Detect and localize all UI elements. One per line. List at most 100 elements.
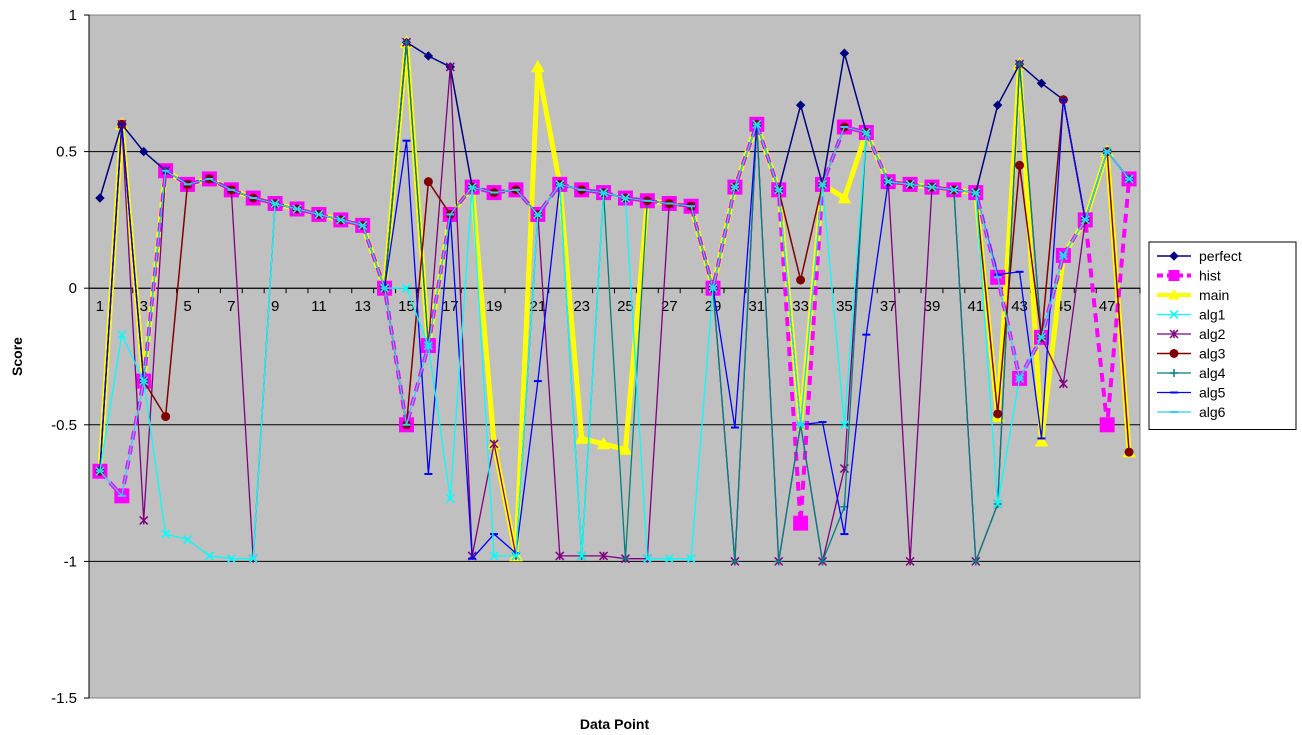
x-tick-label: 23 [573, 298, 590, 315]
data-point [993, 499, 1003, 509]
data-point [1034, 434, 1049, 447]
data-point [793, 515, 809, 531]
legend-label: alg2 [1199, 326, 1226, 342]
data-point [1124, 447, 1134, 457]
legend-label: alg1 [1199, 307, 1226, 323]
data-point [839, 420, 849, 430]
data-point [1058, 379, 1068, 389]
data-point [618, 442, 633, 455]
data-point [511, 551, 521, 561]
data-point [1168, 288, 1180, 300]
data-point [161, 412, 171, 422]
series-alg6 [95, 123, 1134, 497]
x-tick-label: 1 [96, 298, 104, 315]
data-point [992, 100, 1003, 110]
data-point [445, 62, 455, 72]
data-point [596, 436, 611, 450]
legend: perfect hist main alg1 alg2 alg3 alg4 alg5 alg6 [1148, 241, 1297, 430]
legend-label: alg4 [1199, 365, 1226, 381]
data-point [971, 557, 980, 566]
data-point [204, 551, 214, 561]
data-point [1169, 329, 1179, 339]
axis-layer: 10.50-0.5-1-1.51 3 5 7 9 11 13 15 17 19 21 23 25 27 29… [51, 7, 1141, 707]
data-point [139, 146, 149, 157]
data-point [1099, 417, 1115, 433]
data-point [531, 59, 545, 73]
x-tick-label: 33 [792, 298, 809, 315]
data-point [599, 551, 609, 561]
x-tick-label: 29 [705, 298, 722, 315]
x-tick-label: 17 [442, 298, 459, 315]
x-tick-label: 13 [354, 298, 371, 315]
data-point [837, 191, 852, 204]
data-point [774, 557, 783, 566]
data-point [1169, 349, 1179, 358]
data-point [686, 554, 696, 564]
data-point [621, 554, 630, 563]
x-tick-label: 37 [880, 298, 897, 315]
series-layer [92, 35, 1137, 566]
y-tick-label: 1 [69, 7, 77, 24]
data-point [248, 554, 258, 564]
x-axis-title: Data Point [580, 716, 650, 732]
data-point [489, 439, 499, 449]
data-point [401, 283, 412, 293]
y-tick-label: 0 [69, 280, 77, 297]
x-tick-label: 3 [140, 298, 148, 315]
x-tick-label: 11 [311, 298, 327, 315]
y-axis-title: Score [9, 337, 25, 376]
data-point [796, 275, 806, 285]
data-point [1170, 369, 1178, 377]
data-point [839, 48, 850, 58]
data-point [642, 554, 652, 564]
x-tick-label: 19 [486, 298, 503, 315]
data-point [795, 100, 806, 110]
data-point [161, 529, 171, 539]
data-point [1015, 60, 1024, 69]
data-point [226, 554, 236, 564]
data-point [183, 535, 193, 545]
data-point [1168, 270, 1180, 281]
x-tick-label: 25 [617, 298, 634, 315]
plot-area [88, 14, 1141, 699]
x-tick-label: 9 [271, 298, 279, 315]
data-point [577, 551, 587, 561]
x-tick-label: 27 [661, 298, 678, 315]
data-point [574, 431, 589, 444]
data-point [1036, 78, 1047, 89]
data-point [664, 554, 674, 564]
x-tick-label: 47 [1099, 298, 1116, 315]
data-point [1169, 309, 1179, 320]
data-point [730, 557, 739, 566]
x-tick-label: 35 [836, 298, 853, 315]
legend-label: perfect [1199, 248, 1242, 264]
x-tick-label: 7 [227, 298, 235, 315]
x-tick-label: 39 [924, 298, 941, 315]
data-point [555, 551, 565, 561]
y-tick-label: -1.5 [51, 690, 77, 707]
x-tick-label: 15 [398, 298, 415, 315]
x-tick-label: 21 [530, 298, 547, 315]
legend-label: alg3 [1199, 346, 1226, 362]
data-point [445, 494, 455, 504]
data-point [423, 177, 433, 187]
legend-label: hist [1199, 268, 1221, 284]
x-tick-label: 5 [183, 298, 191, 315]
y-tick-label: 0.5 [56, 144, 77, 161]
data-point [95, 193, 105, 203]
y-tick-label: -1 [64, 553, 77, 570]
data-point [117, 330, 127, 340]
data-point [489, 551, 499, 561]
legend-label: alg5 [1199, 385, 1226, 401]
data-point [1015, 160, 1025, 170]
y-tick-label: -0.5 [51, 417, 77, 434]
data-point [993, 409, 1003, 419]
data-point [402, 38, 411, 47]
data-point [905, 556, 915, 566]
data-point [139, 515, 149, 525]
legend-label: alg6 [1199, 404, 1226, 420]
data-point [423, 51, 434, 61]
data-point [818, 557, 827, 566]
